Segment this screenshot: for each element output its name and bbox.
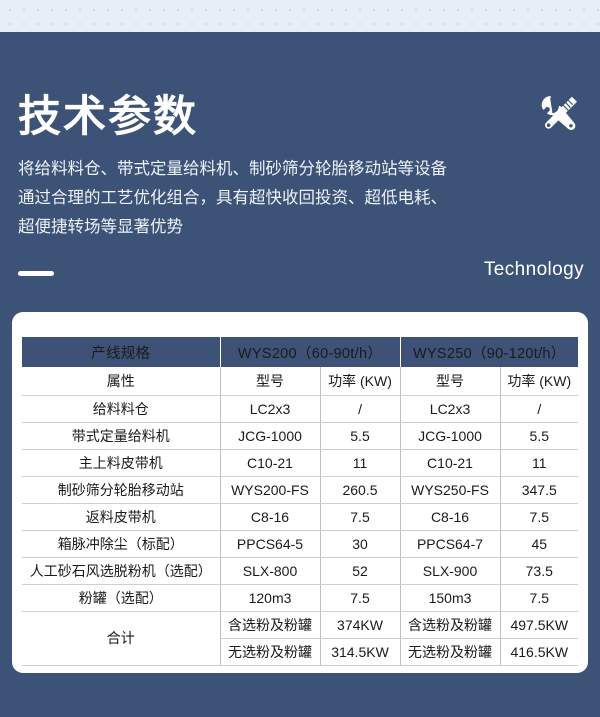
subheader-power-2: 功率 (KW) [499,367,579,396]
row-power-1: 30 [319,530,401,558]
row-power-1: 11 [319,449,401,477]
row-power-2: 7.5 [499,503,579,531]
row-model-1: 120m3 [219,584,320,612]
total-power-2: 497.5KW [499,611,579,639]
row-name: 返料皮带机 [22,503,220,531]
total-power-1: 314.5KW [319,638,401,666]
row-model-1: C8-16 [219,503,320,531]
table-row: 给料料仓 LC2x3 / LC2x3 / [22,395,579,423]
row-power-2: 73.5 [499,557,579,585]
header-product-line-spec: 产线规格 [22,337,221,367]
row-power-2: 11 [499,449,579,477]
row-model-2: C10-21 [399,449,501,477]
table-total-row: 合计 含选粉及粉罐 374KW 含选粉及粉罐 497.5KW [22,611,579,666]
row-name: 人工砂石风选脱粉机（选配） [22,557,220,585]
row-power-1: 7.5 [319,503,401,531]
row-name: 箱脉冲除尘（标配） [22,530,220,558]
header-wys250: WYS250（90-120t/h） [400,337,579,367]
row-power-2: / [499,395,579,423]
subheader-attribute: 属性 [22,367,220,396]
hero-description: 将给料料仓、带式定量给料机、制砂筛分轮胎移动站等设备 通过合理的工艺优化组合，具… [18,155,546,242]
row-power-1: / [319,395,401,423]
row-name: 带式定量给料机 [22,422,220,450]
table-row: 带式定量给料机 JCG-1000 5.5 JCG-1000 5.5 [22,422,579,450]
row-power-1: 52 [319,557,401,585]
decorative-dash [18,271,54,276]
row-power-1: 7.5 [319,584,401,612]
row-model-1: LC2x3 [219,395,320,423]
subheader-model-2: 型号 [399,367,501,396]
row-model-1: C10-21 [219,449,320,477]
row-model-1: WYS200-FS [219,476,320,504]
spec-table-card: 产线规格 WYS200（60-90t/h） WYS250（90-120t/h） … [12,312,588,673]
row-model-1: PPCS64-5 [219,530,320,558]
table-row: 主上料皮带机 C10-21 11 C10-21 11 [22,449,579,477]
strip-edge-divider [0,32,600,34]
row-name: 制砂筛分轮胎移动站 [22,476,220,504]
hero-description-line-1: 将给料料仓、带式定量给料机、制砂筛分轮胎移动站等设备 [18,160,447,178]
subheader-power-1: 功率 (KW) [319,367,401,396]
header-wys200: WYS200（60-90t/h） [220,337,401,367]
table-row: 箱脉冲除尘（标配） PPCS64-5 30 PPCS64-7 45 [22,530,579,558]
row-name: 主上料皮带机 [22,449,220,477]
row-name: 给料料仓 [22,395,220,423]
table-group-header-row: 产线规格 WYS200（60-90t/h） WYS250（90-120t/h） [22,337,579,367]
row-power-2: 347.5 [499,476,579,504]
table-row: 返料皮带机 C8-16 7.5 C8-16 7.5 [22,503,579,531]
table-sub-header-row: 属性 型号 功率 (KW) 型号 功率 (KW) [22,367,579,396]
total-model-2: 含选粉及粉罐 [399,611,501,639]
table-total-row: 无选粉及粉罐 314.5KW 无选粉及粉罐 416.5KW [22,638,579,666]
wrench-screwdriver-icon [536,91,582,137]
total-power-1: 374KW [319,611,401,639]
total-power-2: 416.5KW [499,638,579,666]
row-model-2: JCG-1000 [399,422,501,450]
table-row: 人工砂石风选脱粉机（选配） SLX-800 52 SLX-900 73.5 [22,557,579,585]
total-label: 合计 [22,611,220,666]
row-model-2: C8-16 [399,503,501,531]
total-model-1: 无选粉及粉罐 [219,638,320,666]
row-name: 粉罐（选配） [22,584,220,612]
row-power-1: 5.5 [319,422,401,450]
row-model-1: SLX-800 [219,557,320,585]
row-power-2: 45 [499,530,579,558]
hero-description-line-3: 超便捷转场等显著优势 [18,218,183,236]
hero-description-line-2: 通过合理的工艺优化组合，具有超快收回投资、超低电耗、 [18,189,447,207]
row-model-2: WYS250-FS [399,476,501,504]
technical-parameters-table: 产线规格 WYS200（60-90t/h） WYS250（90-120t/h） … [22,337,579,666]
row-model-2: SLX-900 [399,557,501,585]
row-model-2: PPCS64-7 [399,530,501,558]
dotted-pattern-strip [0,0,600,33]
page-title: 技术参数 [18,93,198,141]
section-eyebrow-technology: Technology [483,259,584,280]
row-model-1: JCG-1000 [219,422,320,450]
row-power-2: 5.5 [499,422,579,450]
row-power-2: 7.5 [499,584,579,612]
hero-section: 技术参数 将给料料仓、带式定量给料机、制砂筛分轮胎移动站等设备 通过合理的工艺优… [0,33,600,312]
table-row: 粉罐（选配） 120m3 7.5 150m3 7.5 [22,584,579,612]
row-model-2: LC2x3 [399,395,501,423]
total-model-2: 无选粉及粉罐 [399,638,501,666]
table-row: 制砂筛分轮胎移动站 WYS200-FS 260.5 WYS250-FS 347.… [22,476,579,504]
row-model-2: 150m3 [399,584,501,612]
row-power-1: 260.5 [319,476,401,504]
total-model-1: 含选粉及粉罐 [219,611,320,639]
subheader-model-1: 型号 [219,367,320,396]
